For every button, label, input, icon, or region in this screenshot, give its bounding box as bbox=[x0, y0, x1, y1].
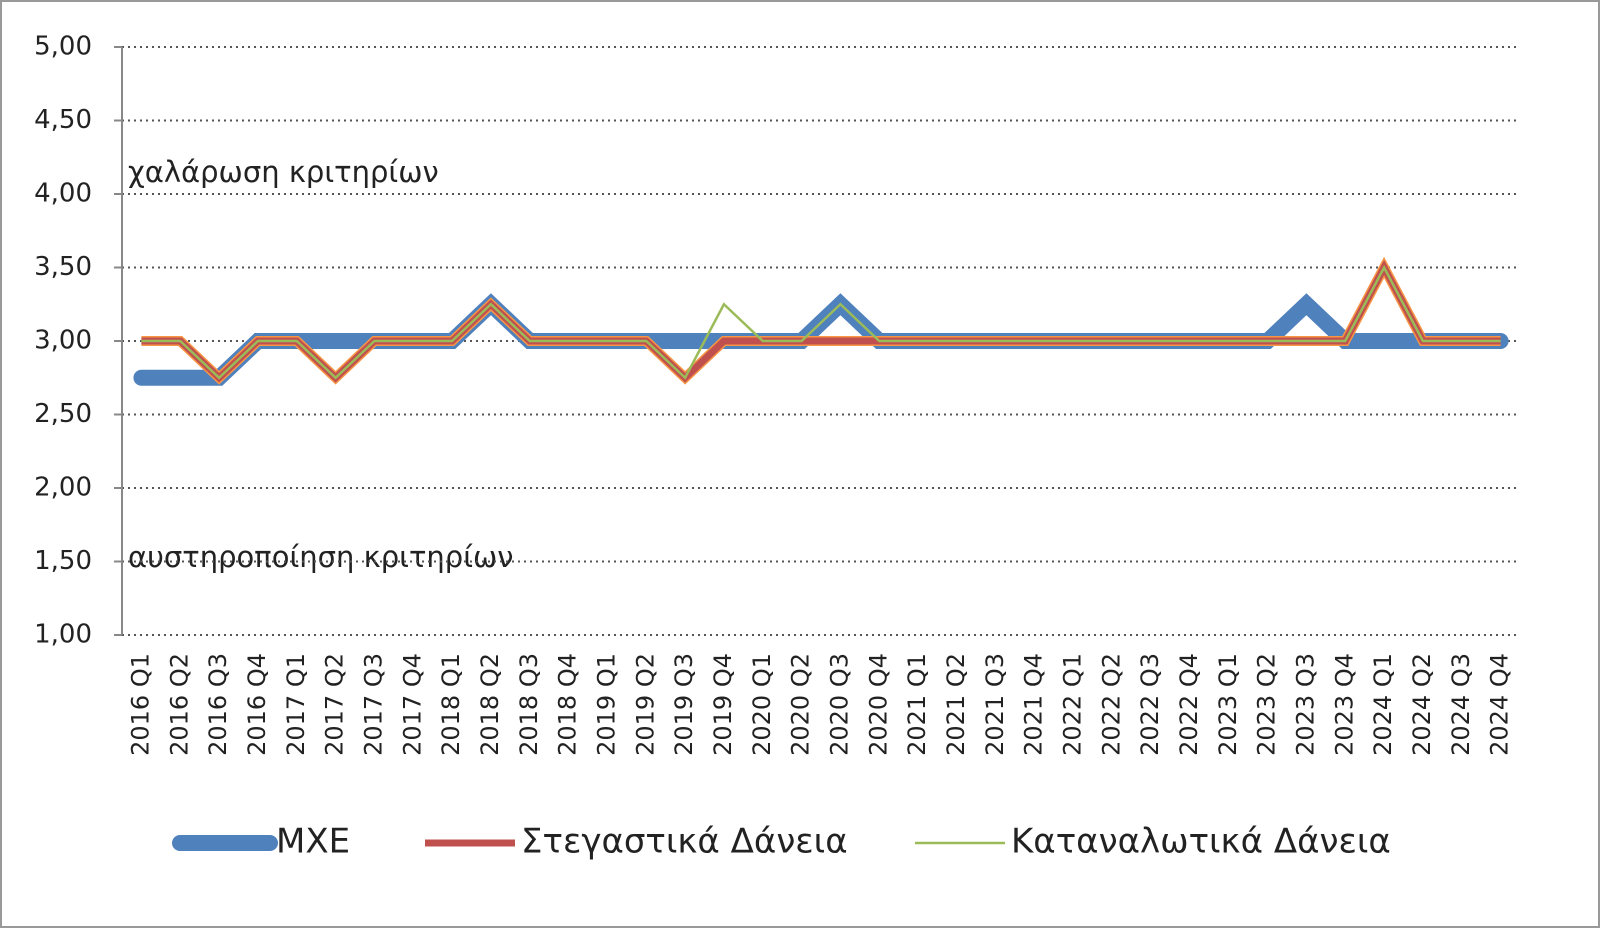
y-tick-label: 3,00 bbox=[34, 326, 92, 356]
series-line bbox=[141, 264, 1501, 380]
y-tick-label: 4,00 bbox=[34, 179, 92, 209]
x-tick-label: 2017 Q2 bbox=[321, 653, 349, 756]
x-tick-label: 2016 Q1 bbox=[126, 653, 154, 756]
x-tick-label: 2023 Q4 bbox=[1330, 653, 1358, 756]
legend-label: Καταναλωτικά Δάνεια bbox=[1011, 822, 1391, 862]
x-tick-label: 2022 Q4 bbox=[1175, 653, 1203, 756]
x-tick-label: 2024 Q2 bbox=[1408, 653, 1436, 756]
y-tick-label: 5,00 bbox=[34, 32, 92, 62]
x-tick-label: 2019 Q4 bbox=[709, 653, 737, 756]
x-tick-label: 2017 Q1 bbox=[282, 653, 310, 756]
x-tick-label: 2016 Q4 bbox=[243, 653, 271, 756]
x-tick-label: 2018 Q3 bbox=[515, 653, 543, 756]
x-tick-label: 2021 Q2 bbox=[942, 653, 970, 756]
x-tick-label: 2024 Q4 bbox=[1486, 653, 1514, 756]
y-tick-label: 1,00 bbox=[34, 620, 92, 650]
legend-label: Στεγαστικά Δάνεια bbox=[521, 822, 848, 862]
y-tick-label: 2,00 bbox=[34, 473, 92, 503]
x-tick-label: 2024 Q3 bbox=[1447, 653, 1475, 756]
x-tick-label: 2024 Q1 bbox=[1369, 653, 1397, 756]
x-tick-label: 2022 Q3 bbox=[1136, 653, 1164, 756]
x-tick-label: 2023 Q2 bbox=[1253, 653, 1281, 756]
y-tick-label: 1,50 bbox=[34, 546, 92, 576]
x-tick-label: 2019 Q2 bbox=[631, 653, 659, 756]
x-tick-label: 2020 Q4 bbox=[864, 653, 892, 756]
x-tick-label: 2018 Q4 bbox=[554, 653, 582, 756]
x-tick-label: 2023 Q3 bbox=[1291, 653, 1319, 756]
x-tick-label: 2021 Q4 bbox=[1020, 653, 1048, 756]
x-tick-label: 2018 Q1 bbox=[437, 653, 465, 756]
x-tick-label: 2022 Q1 bbox=[1058, 653, 1086, 756]
x-tick-label: 2016 Q2 bbox=[165, 653, 193, 756]
x-tick-label: 2018 Q2 bbox=[476, 653, 504, 756]
x-tick-label: 2020 Q3 bbox=[825, 653, 853, 756]
x-tick-label: 2019 Q3 bbox=[670, 653, 698, 756]
x-tick-label: 2016 Q3 bbox=[204, 653, 232, 756]
x-tick-label: 2017 Q3 bbox=[359, 653, 387, 756]
x-tick-label: 2019 Q1 bbox=[592, 653, 620, 756]
annotation: αυστηροποίηση κριτηρίων bbox=[128, 540, 514, 574]
x-tick-label: 2020 Q1 bbox=[748, 653, 776, 756]
annotation: χαλάρωση κριτηρίων bbox=[128, 155, 439, 189]
x-tick-label: 2022 Q2 bbox=[1097, 653, 1125, 756]
x-tick-label: 2017 Q4 bbox=[398, 653, 426, 756]
x-tick-label: 2021 Q1 bbox=[903, 653, 931, 756]
y-tick-label: 2,50 bbox=[34, 399, 92, 429]
legend-label: ΜΧΕ bbox=[276, 822, 350, 862]
y-tick-label: 4,50 bbox=[34, 105, 92, 135]
x-tick-label: 2023 Q1 bbox=[1214, 653, 1242, 756]
x-tick-label: 2020 Q2 bbox=[787, 653, 815, 756]
y-tick-label: 3,50 bbox=[34, 252, 92, 282]
x-tick-label: 2021 Q3 bbox=[981, 653, 1009, 756]
